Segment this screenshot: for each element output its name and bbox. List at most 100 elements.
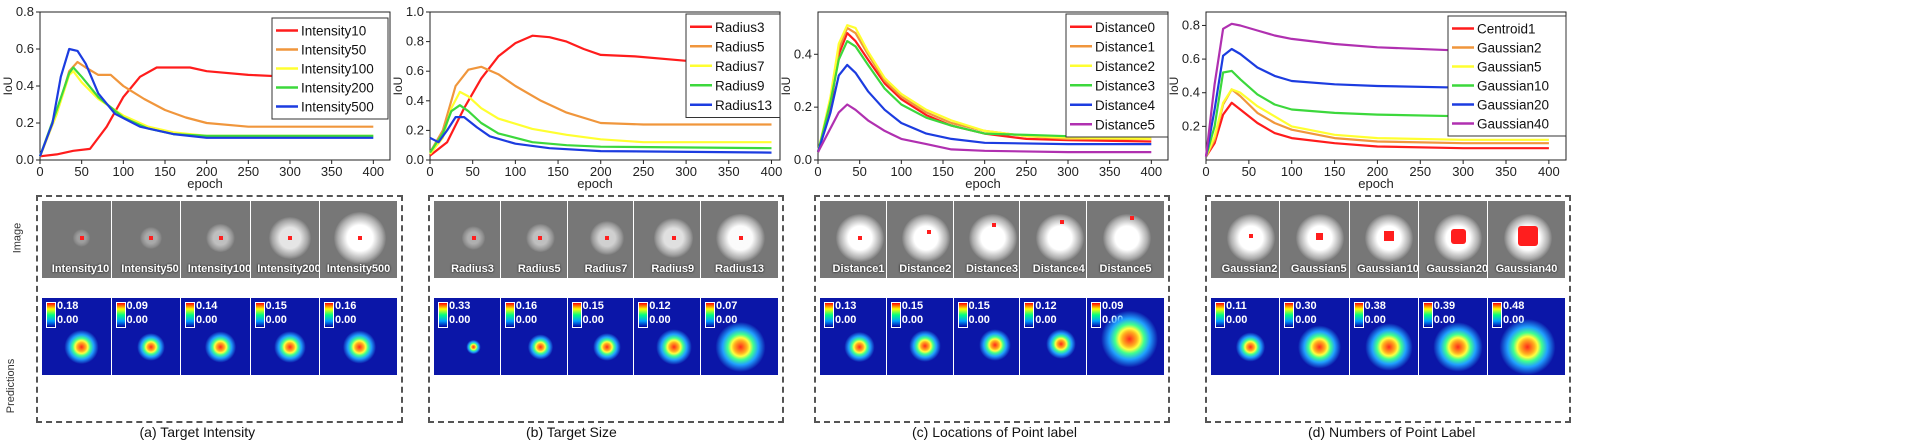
colorbar-max: 0.15 bbox=[968, 300, 990, 312]
image-thumb: Radius7 bbox=[566, 200, 646, 279]
image-thumb: Intensity50 bbox=[110, 200, 190, 279]
image-thumb: Distance2 bbox=[885, 200, 965, 279]
x-tick-label: 250 bbox=[1409, 164, 1431, 179]
series-line-gaussian40 bbox=[1204, 22, 1549, 157]
point-label bbox=[1129, 216, 1134, 220]
colorbar-max: 0.15 bbox=[582, 300, 604, 312]
image-label: Distance1 bbox=[832, 263, 885, 275]
point-label bbox=[671, 236, 676, 240]
point-label bbox=[79, 236, 84, 240]
point-label bbox=[1316, 232, 1324, 240]
legend-label: Radius13 bbox=[715, 98, 772, 113]
legend-label: Gaussian40 bbox=[1477, 117, 1549, 132]
heat-spot bbox=[64, 329, 99, 365]
x-tick-label: 50 bbox=[852, 164, 866, 179]
image-thumb: Intensity200 bbox=[249, 200, 329, 279]
legend-label: Gaussian20 bbox=[1477, 98, 1549, 113]
series-line-radius5 bbox=[429, 65, 772, 154]
heat-spot bbox=[1235, 332, 1266, 362]
prediction-thumb: 0.13 0.00 bbox=[819, 297, 898, 376]
x-tick-label: 200 bbox=[1367, 164, 1389, 179]
legend-label: Distance4 bbox=[1095, 98, 1156, 113]
image-thumb: Distance5 bbox=[1086, 200, 1165, 279]
target-blob bbox=[1102, 214, 1151, 262]
colorbar-min: 0.00 bbox=[515, 314, 538, 326]
colorbar-max: 0.13 bbox=[835, 300, 857, 312]
colorbar bbox=[1492, 302, 1502, 328]
colorbar-min: 0.00 bbox=[1364, 314, 1386, 326]
colorbar bbox=[957, 302, 968, 328]
legend-label: Radius7 bbox=[715, 59, 765, 74]
image-label: Distance2 bbox=[899, 263, 952, 275]
x-tick-label: 250 bbox=[1015, 164, 1037, 179]
x-tick-label: 50 bbox=[465, 164, 479, 179]
y-tick-label: 0.2 bbox=[16, 115, 34, 130]
y-tick-label: 0.2 bbox=[406, 122, 424, 137]
prediction-thumb: 0.15 0.00 bbox=[566, 297, 646, 376]
heat-spot bbox=[204, 331, 237, 363]
x-axis-label: epoch bbox=[577, 176, 612, 191]
point-label bbox=[1248, 234, 1253, 238]
legend-label: Centroid1 bbox=[1477, 22, 1536, 37]
point-label bbox=[1384, 231, 1394, 241]
colorbar-min: 0.00 bbox=[265, 314, 287, 326]
image-thumb: Radius13 bbox=[700, 200, 779, 279]
point-label bbox=[1450, 228, 1466, 244]
legend-label: Intensity50 bbox=[301, 43, 366, 58]
image-thumb: Intensity500 bbox=[319, 200, 398, 279]
y-tick-label: 0.0 bbox=[794, 152, 812, 167]
legend-label: Intensity200 bbox=[301, 81, 374, 96]
point-label bbox=[218, 236, 223, 240]
heat-spot bbox=[342, 330, 377, 364]
image-thumb: Intensity10 bbox=[41, 200, 120, 279]
colorbar bbox=[324, 302, 334, 328]
image-label: Radius5 bbox=[517, 263, 561, 275]
heat-spot bbox=[527, 334, 553, 360]
chart-3: 0 50 100 150 200 250 300 350 400 0.0 0.2 0.4 epoch Io… bbox=[779, 11, 1169, 191]
y-tick-label: 0.2 bbox=[794, 99, 812, 114]
x-axis-label: epoch bbox=[187, 176, 222, 191]
prediction-thumb: 0.12 0.00 bbox=[633, 297, 713, 376]
y-tick-label: 1.0 bbox=[406, 4, 424, 19]
heat-spot bbox=[715, 321, 766, 373]
image-label: Radius13 bbox=[715, 263, 764, 275]
colorbar-min: 0.00 bbox=[582, 314, 604, 326]
prediction-thumb: 0.11 0.00 bbox=[1210, 297, 1289, 376]
colorbar-min: 0.00 bbox=[968, 314, 990, 326]
chart-2: 0 50 100 150 200 250 300 350 400 0.0 0.2 0.4 0.6 0.8 1… bbox=[391, 4, 782, 191]
y-axis-label: IoU bbox=[391, 77, 405, 96]
prediction-thumb: 0.15 0.00 bbox=[249, 297, 329, 376]
series-line-intensity500 bbox=[38, 47, 374, 157]
colorbar-max: 0.16 bbox=[335, 300, 357, 312]
series-line-distance4 bbox=[816, 63, 1152, 153]
colorbar-max: 0.07 bbox=[716, 300, 738, 312]
x-tick-label: 400 bbox=[362, 164, 384, 179]
colorbar-max: 0.16 bbox=[515, 300, 538, 312]
heat-spot bbox=[1364, 322, 1414, 372]
x-tick-label: 400 bbox=[761, 164, 783, 179]
y-axis-label: IoU bbox=[1167, 77, 1181, 96]
legend-label: Radius5 bbox=[715, 39, 765, 54]
series-line-distance3 bbox=[816, 39, 1152, 153]
panel-caption-3: (c) Locations of Point label bbox=[912, 424, 1077, 440]
image-thumb: Radius5 bbox=[499, 200, 579, 279]
legend-label: Distance3 bbox=[1095, 78, 1155, 93]
colorbar-min: 0.00 bbox=[126, 314, 148, 326]
image-label: Gaussian2 bbox=[1221, 263, 1278, 275]
legend-label: Distance0 bbox=[1095, 20, 1155, 35]
point-label bbox=[1517, 226, 1538, 246]
x-tick-label: 300 bbox=[675, 164, 697, 179]
legend-label: Radius9 bbox=[715, 78, 765, 93]
prediction-thumb: 0.15 0.00 bbox=[952, 297, 1032, 376]
target-blob bbox=[902, 214, 951, 262]
image-label: Intensity500 bbox=[326, 263, 391, 275]
image-thumb: Radius9 bbox=[633, 200, 713, 279]
y-tick-label: 0.6 bbox=[16, 41, 34, 56]
x-tick-label: 50 bbox=[74, 164, 88, 179]
image-label: Distance4 bbox=[1032, 263, 1085, 275]
y-axis-label: IoU bbox=[779, 77, 793, 96]
colorbar bbox=[115, 302, 126, 328]
prediction-thumb: 0.090.00 bbox=[1086, 297, 1165, 376]
